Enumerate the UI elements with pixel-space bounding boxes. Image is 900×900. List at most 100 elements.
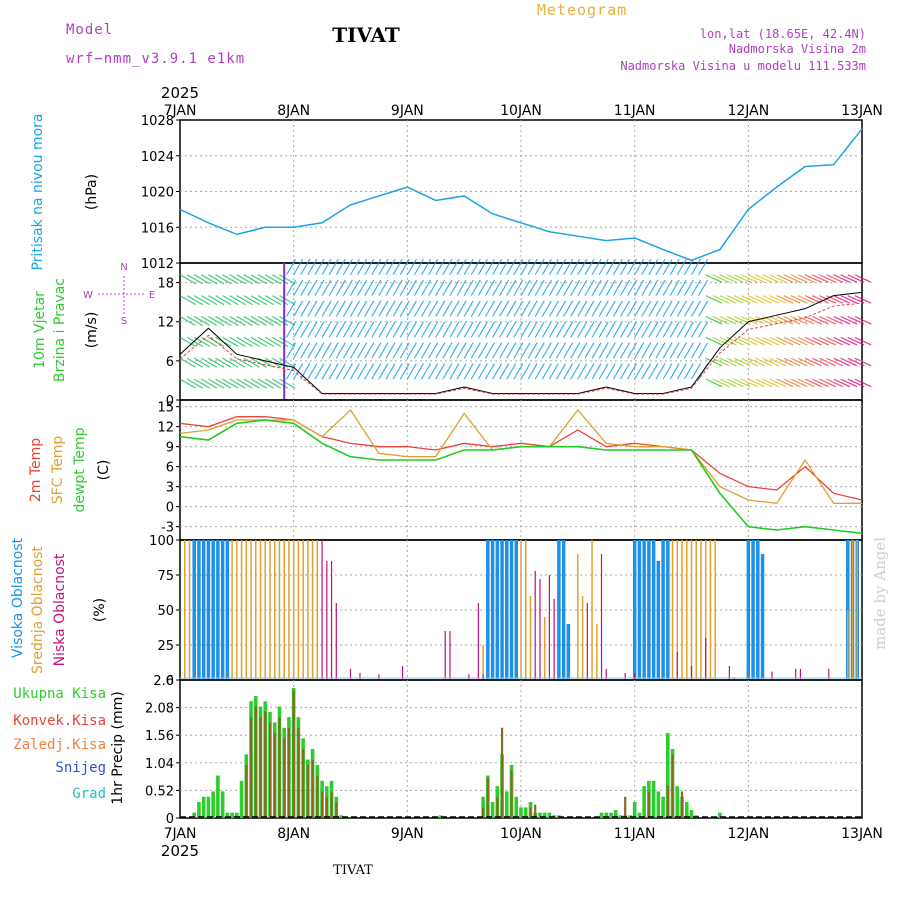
wind-barb	[527, 342, 538, 359]
cloud-bar-2	[444, 631, 446, 680]
wind-barb	[428, 300, 439, 317]
cloud-bar-0	[216, 540, 220, 680]
wind-barb	[634, 279, 645, 296]
wind-barb	[854, 274, 872, 283]
wind-barb	[527, 321, 538, 338]
footer-title: TIVAT	[333, 863, 373, 878]
wind-barb	[392, 321, 403, 338]
wind-barb	[548, 363, 559, 380]
wind-barb	[272, 315, 289, 327]
precip-bar-1	[268, 722, 272, 818]
precip-bar-0	[666, 733, 670, 818]
wind-barb	[648, 363, 659, 380]
wind-barb	[683, 300, 694, 317]
wind-barb	[492, 363, 503, 380]
wind-barb	[399, 300, 410, 317]
wind-barb	[662, 363, 673, 380]
wind-barb	[812, 295, 829, 304]
wind-barb	[328, 321, 339, 338]
wind-barb	[527, 300, 538, 317]
cloud-bar-1	[278, 540, 281, 680]
wind-barb	[776, 315, 794, 325]
year-label-top: 2025	[161, 84, 199, 102]
cloud-bar-1	[577, 554, 579, 680]
compass-n: N	[120, 262, 127, 273]
wind-barb	[755, 378, 773, 388]
precip-bar-0	[599, 812, 604, 818]
wind-barb	[470, 342, 481, 359]
wind-barb	[421, 279, 432, 296]
cloud-bar-2	[539, 579, 541, 680]
wind-barb	[570, 321, 581, 338]
wind-barb	[492, 342, 503, 359]
cloud-bar-1	[709, 540, 712, 680]
cloud-bar-0	[642, 540, 646, 680]
cloud-bar-2	[799, 668, 802, 680]
wind-barb	[463, 342, 474, 359]
wind-barb	[349, 321, 361, 338]
wind-barb	[676, 363, 687, 380]
precip-bar-0	[239, 780, 244, 818]
precip-bar-0	[642, 786, 646, 818]
precip-bar-1	[325, 796, 328, 818]
wind-barb	[733, 378, 751, 388]
wind-barb	[378, 300, 389, 317]
wind-barb	[300, 279, 311, 296]
wind-barb	[705, 357, 723, 367]
wind-barb	[392, 258, 403, 276]
wind-barb	[307, 258, 318, 276]
wind-barb	[669, 279, 680, 296]
precip-bar-1	[302, 749, 305, 818]
wind-barb	[748, 295, 765, 304]
wind-barb	[286, 363, 297, 380]
wind-barb	[243, 378, 260, 389]
wind-barb	[833, 357, 851, 367]
wind-barb	[690, 258, 702, 276]
wind-barb	[833, 378, 851, 388]
wind-barb	[264, 295, 282, 306]
y-tick-label: 2.6	[153, 674, 174, 689]
wind-barb	[762, 274, 780, 283]
wind-barb	[506, 363, 517, 380]
wind-barb	[506, 300, 517, 317]
wind-barb	[435, 279, 446, 296]
pressure-unit: (hPa)	[84, 174, 100, 210]
wind-barb	[790, 274, 808, 283]
cloud-bar-0	[495, 540, 500, 680]
wind-barb	[662, 342, 673, 359]
wind-barb	[499, 279, 510, 296]
wind-barb	[286, 300, 297, 317]
wind-barb	[201, 295, 218, 306]
wind-barb	[769, 357, 787, 367]
wind-barb	[812, 357, 829, 367]
wind-barb	[598, 363, 609, 380]
wind-barb	[470, 279, 481, 296]
wind-barb	[378, 363, 389, 380]
y-tick-label: 50	[157, 604, 174, 619]
precip-bar-1	[666, 786, 669, 818]
wind-barb	[399, 279, 410, 296]
wind-barb	[335, 258, 346, 276]
wind-barb	[669, 342, 680, 359]
cloud-bar-2	[482, 674, 484, 680]
cloud-bar-1	[255, 540, 257, 680]
wind-barb	[733, 274, 751, 283]
precip-bar-0	[661, 796, 665, 818]
wind-barb	[826, 378, 844, 388]
wind-barb	[655, 363, 666, 380]
wind-barb	[705, 295, 723, 304]
y-tick-label: 0	[166, 812, 174, 827]
cloud-bar-2	[600, 554, 603, 680]
wind-barb	[477, 363, 488, 380]
wind-barb	[705, 274, 723, 283]
precip-bar-0	[632, 802, 637, 818]
precip-bar-0	[339, 815, 343, 818]
precip-bar-1	[297, 727, 300, 818]
precip-bar-0	[538, 812, 542, 818]
wind-barb	[250, 357, 267, 368]
wind-barb	[449, 321, 460, 338]
precip-bar-0	[684, 802, 689, 818]
wind-barb	[357, 342, 368, 359]
wind-barb	[186, 378, 203, 389]
precip-legend-0: Ukupna Kisa	[13, 686, 106, 702]
